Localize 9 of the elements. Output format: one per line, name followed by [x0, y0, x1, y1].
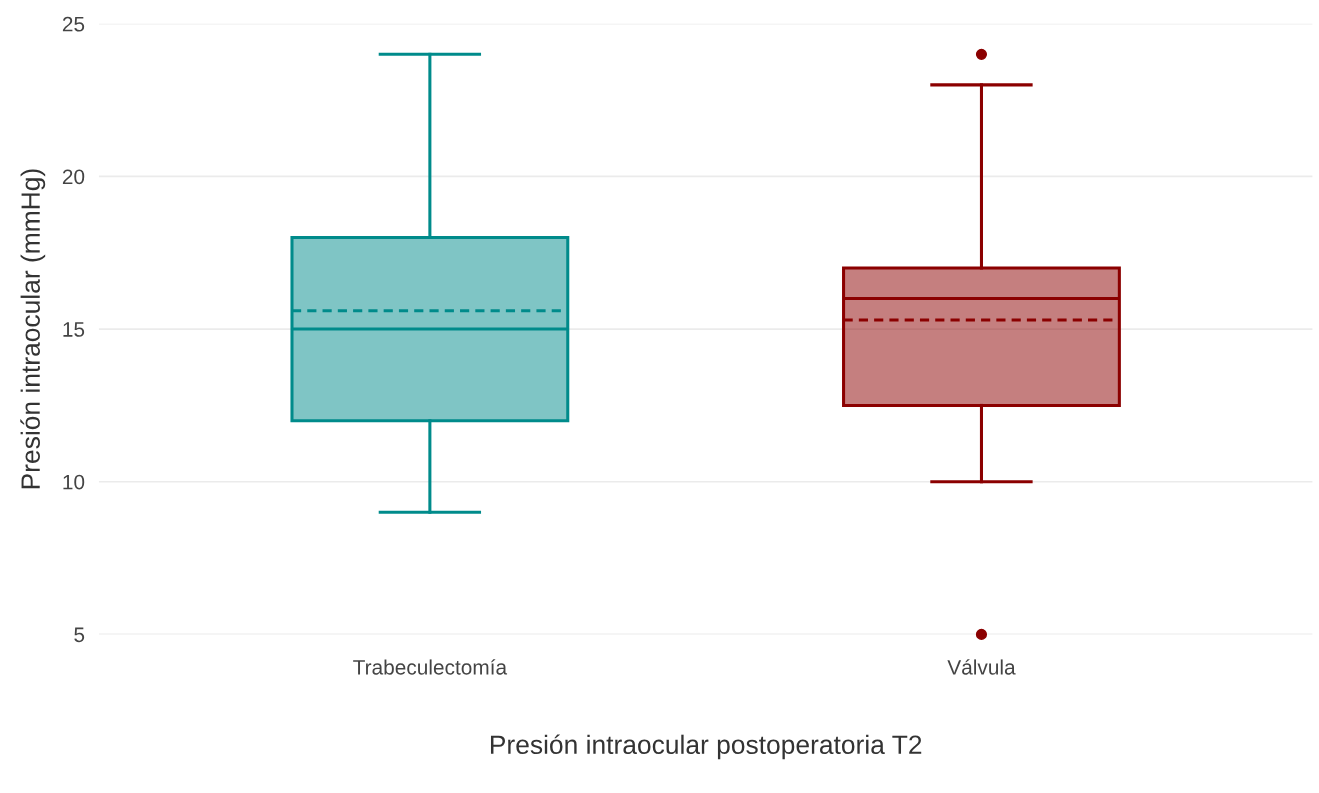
- x-tick-label: Trabeculectomía: [353, 659, 508, 675]
- x-axis-title: Presión intraocular postoperatoria T2: [490, 734, 922, 760]
- x-tick-label: Válvula: [947, 659, 1016, 675]
- y-tick-label: 15: [63, 322, 85, 337]
- y-tick-label: 20: [62, 169, 85, 185]
- y-axis-title: Presión intraocular (mmHg): [20, 169, 46, 489]
- y-tick-label: 5: [74, 627, 85, 643]
- y-tick-label: 10: [63, 474, 85, 490]
- y-tick-label: 25: [62, 16, 85, 32]
